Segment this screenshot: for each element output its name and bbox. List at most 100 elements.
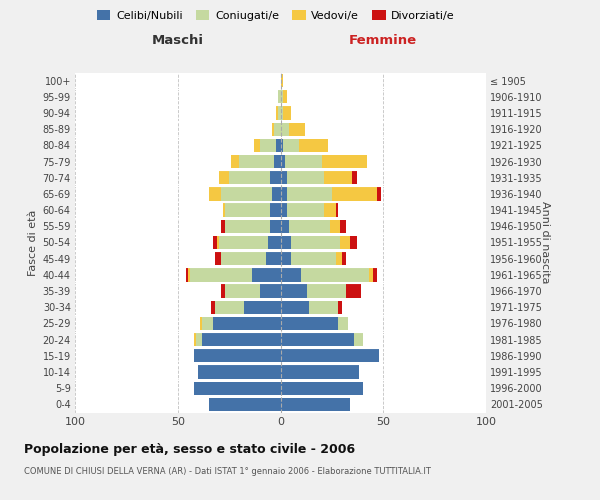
Bar bbox=[281, 122, 289, 136]
Bar bbox=[272, 188, 281, 200]
Bar bbox=[211, 300, 215, 314]
Bar bbox=[212, 236, 217, 249]
Bar bbox=[281, 252, 291, 266]
Bar bbox=[278, 106, 281, 120]
Bar bbox=[274, 122, 281, 136]
Bar bbox=[254, 138, 260, 152]
Bar bbox=[281, 90, 283, 104]
Bar bbox=[270, 171, 281, 184]
Bar bbox=[223, 204, 225, 217]
Text: Popolazione per età, sesso e stato civile - 2006: Popolazione per età, sesso e stato civil… bbox=[24, 442, 355, 456]
Bar bbox=[278, 90, 281, 104]
Bar bbox=[229, 171, 270, 184]
Bar bbox=[186, 268, 188, 281]
Bar bbox=[281, 171, 287, 184]
Bar bbox=[281, 155, 284, 168]
Bar bbox=[270, 220, 281, 233]
Bar bbox=[190, 268, 252, 281]
Bar bbox=[307, 284, 346, 298]
Bar bbox=[281, 236, 291, 249]
Bar bbox=[323, 204, 336, 217]
Bar bbox=[281, 300, 309, 314]
Bar bbox=[217, 236, 219, 249]
Bar bbox=[260, 284, 281, 298]
Bar bbox=[336, 204, 338, 217]
Bar bbox=[281, 268, 301, 281]
Bar bbox=[219, 236, 268, 249]
Bar bbox=[199, 366, 281, 378]
Bar bbox=[287, 171, 323, 184]
Bar bbox=[244, 300, 281, 314]
Bar bbox=[215, 252, 221, 266]
Bar bbox=[215, 300, 244, 314]
Text: Femmine: Femmine bbox=[349, 34, 418, 48]
Text: Maschi: Maschi bbox=[152, 34, 204, 48]
Bar bbox=[266, 252, 281, 266]
Bar bbox=[289, 220, 330, 233]
Bar bbox=[281, 204, 287, 217]
Bar bbox=[309, 300, 338, 314]
Bar bbox=[283, 90, 287, 104]
Bar bbox=[301, 268, 369, 281]
Bar bbox=[225, 204, 270, 217]
Bar bbox=[281, 284, 307, 298]
Bar bbox=[352, 171, 356, 184]
Bar bbox=[219, 171, 229, 184]
Y-axis label: Anni di nascita: Anni di nascita bbox=[540, 201, 550, 283]
Bar bbox=[221, 252, 266, 266]
Bar bbox=[272, 122, 274, 136]
Bar bbox=[373, 268, 377, 281]
Bar bbox=[291, 252, 336, 266]
Bar bbox=[342, 252, 346, 266]
Bar bbox=[287, 204, 323, 217]
Bar bbox=[270, 204, 281, 217]
Bar bbox=[332, 188, 377, 200]
Bar bbox=[284, 155, 322, 168]
Bar bbox=[350, 236, 356, 249]
Bar bbox=[194, 382, 281, 395]
Bar bbox=[281, 106, 283, 120]
Bar bbox=[212, 317, 281, 330]
Bar bbox=[221, 188, 272, 200]
Bar bbox=[221, 284, 225, 298]
Bar bbox=[338, 300, 342, 314]
Bar bbox=[355, 333, 363, 346]
Bar bbox=[336, 252, 342, 266]
Bar bbox=[274, 155, 281, 168]
Bar bbox=[283, 106, 291, 120]
Bar bbox=[346, 284, 361, 298]
Bar bbox=[330, 220, 340, 233]
Bar bbox=[281, 138, 283, 152]
Y-axis label: Fasce di età: Fasce di età bbox=[28, 210, 38, 276]
Bar bbox=[338, 317, 349, 330]
Bar bbox=[340, 220, 346, 233]
Bar bbox=[281, 188, 287, 200]
Bar bbox=[281, 74, 283, 87]
Bar bbox=[277, 138, 281, 152]
Bar bbox=[194, 333, 196, 346]
Bar bbox=[196, 333, 202, 346]
Bar bbox=[231, 155, 239, 168]
Bar bbox=[299, 138, 328, 152]
Bar bbox=[281, 333, 355, 346]
Bar bbox=[277, 106, 278, 120]
Bar bbox=[283, 138, 299, 152]
Bar bbox=[188, 268, 190, 281]
Bar bbox=[202, 317, 212, 330]
Bar bbox=[194, 349, 281, 362]
Bar bbox=[225, 284, 260, 298]
Bar bbox=[221, 220, 225, 233]
Bar bbox=[268, 236, 281, 249]
Bar bbox=[287, 188, 332, 200]
Bar bbox=[209, 398, 281, 411]
Bar bbox=[281, 220, 289, 233]
Bar bbox=[239, 155, 274, 168]
Bar bbox=[323, 171, 352, 184]
Text: COMUNE DI CHIUSI DELLA VERNA (AR) - Dati ISTAT 1° gennaio 2006 - Elaborazione TU: COMUNE DI CHIUSI DELLA VERNA (AR) - Dati… bbox=[24, 468, 431, 476]
Bar bbox=[291, 236, 340, 249]
Bar bbox=[322, 155, 367, 168]
Bar bbox=[200, 317, 202, 330]
Bar bbox=[281, 366, 359, 378]
Bar bbox=[260, 138, 277, 152]
Bar bbox=[281, 398, 350, 411]
